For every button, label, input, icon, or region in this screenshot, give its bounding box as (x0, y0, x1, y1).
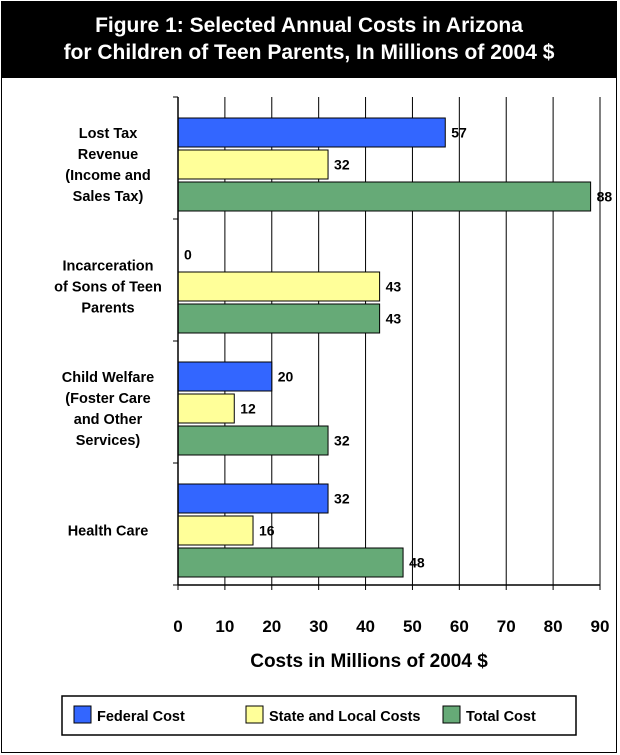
chart-title-line-2: for Children of Teen Parents, In Million… (63, 41, 555, 64)
bar-2-0 (177, 181, 592, 212)
bar-2-1 (177, 303, 381, 334)
bar-1-1 (177, 271, 381, 302)
x-tick-label-10: 10 (215, 617, 234, 636)
category-label-1-1: of Sons of Teen (54, 280, 162, 296)
legend-label-1: State and Local Costs (269, 709, 420, 725)
chart-title: Figure 1: Selected Annual Costs in Arizo… (2, 2, 616, 78)
bar-1-0 (177, 149, 329, 180)
bar-2-3 (177, 547, 404, 578)
category-label-0-0: Lost Tax (79, 126, 138, 142)
x-tick-label-60: 60 (450, 617, 469, 636)
category-label-1-0: Incarceration (62, 259, 153, 275)
legend-label-2: Total Cost (466, 709, 536, 725)
data-label-2-0: 88 (597, 189, 613, 205)
category-label-1-2: Parents (81, 301, 134, 317)
bar-0-2 (177, 361, 273, 392)
data-label-0-1: 0 (184, 247, 192, 263)
bar-1-2 (177, 393, 235, 424)
bar-0-0 (177, 117, 446, 148)
legend-swatch-0 (73, 705, 92, 724)
legend-box (61, 695, 577, 736)
category-label-0-2: (Income and (65, 168, 150, 184)
bar-2-2 (177, 425, 329, 456)
chart-title-line-1: Figure 1: Selected Annual Costs in Arizo… (95, 14, 523, 37)
category-label-0-3: Sales Tax) (73, 189, 144, 205)
bar-0-3 (177, 483, 329, 514)
legend-swatch-1 (245, 705, 264, 724)
category-label-2-2: and Other (74, 412, 143, 428)
data-label-1-1: 43 (386, 279, 402, 295)
x-tick-label-90: 90 (591, 617, 610, 636)
data-label-0-2: 20 (278, 369, 294, 385)
x-tick-label-80: 80 (544, 617, 563, 636)
data-label-1-3: 16 (259, 523, 275, 539)
category-label-0-1: Revenue (78, 147, 138, 163)
x-tick-label-0: 0 (173, 617, 182, 636)
category-label-2-1: (Foster Care (65, 391, 150, 407)
data-label-0-3: 32 (334, 491, 350, 507)
x-axis-title: Costs in Millions of 2004 $ (250, 651, 488, 672)
x-tick-label-30: 30 (309, 617, 328, 636)
data-label-2-1: 43 (386, 311, 402, 327)
category-label-3-0: Health Care (68, 524, 149, 540)
data-label-1-0: 32 (334, 157, 350, 173)
data-label-1-2: 12 (240, 401, 256, 417)
category-label-2-3: Services) (76, 433, 141, 449)
data-label-0-0: 57 (451, 125, 467, 141)
x-tick-label-50: 50 (403, 617, 422, 636)
data-label-2-3: 48 (409, 555, 425, 571)
x-tick-label-70: 70 (497, 617, 516, 636)
legend-label-0: Federal Cost (97, 709, 185, 725)
x-tick-label-40: 40 (356, 617, 375, 636)
legend-swatch-2 (442, 705, 461, 724)
data-label-2-2: 32 (334, 433, 350, 449)
bar-1-3 (177, 515, 254, 546)
x-tick-label-20: 20 (262, 617, 281, 636)
category-label-2-0: Child Welfare (62, 370, 154, 386)
